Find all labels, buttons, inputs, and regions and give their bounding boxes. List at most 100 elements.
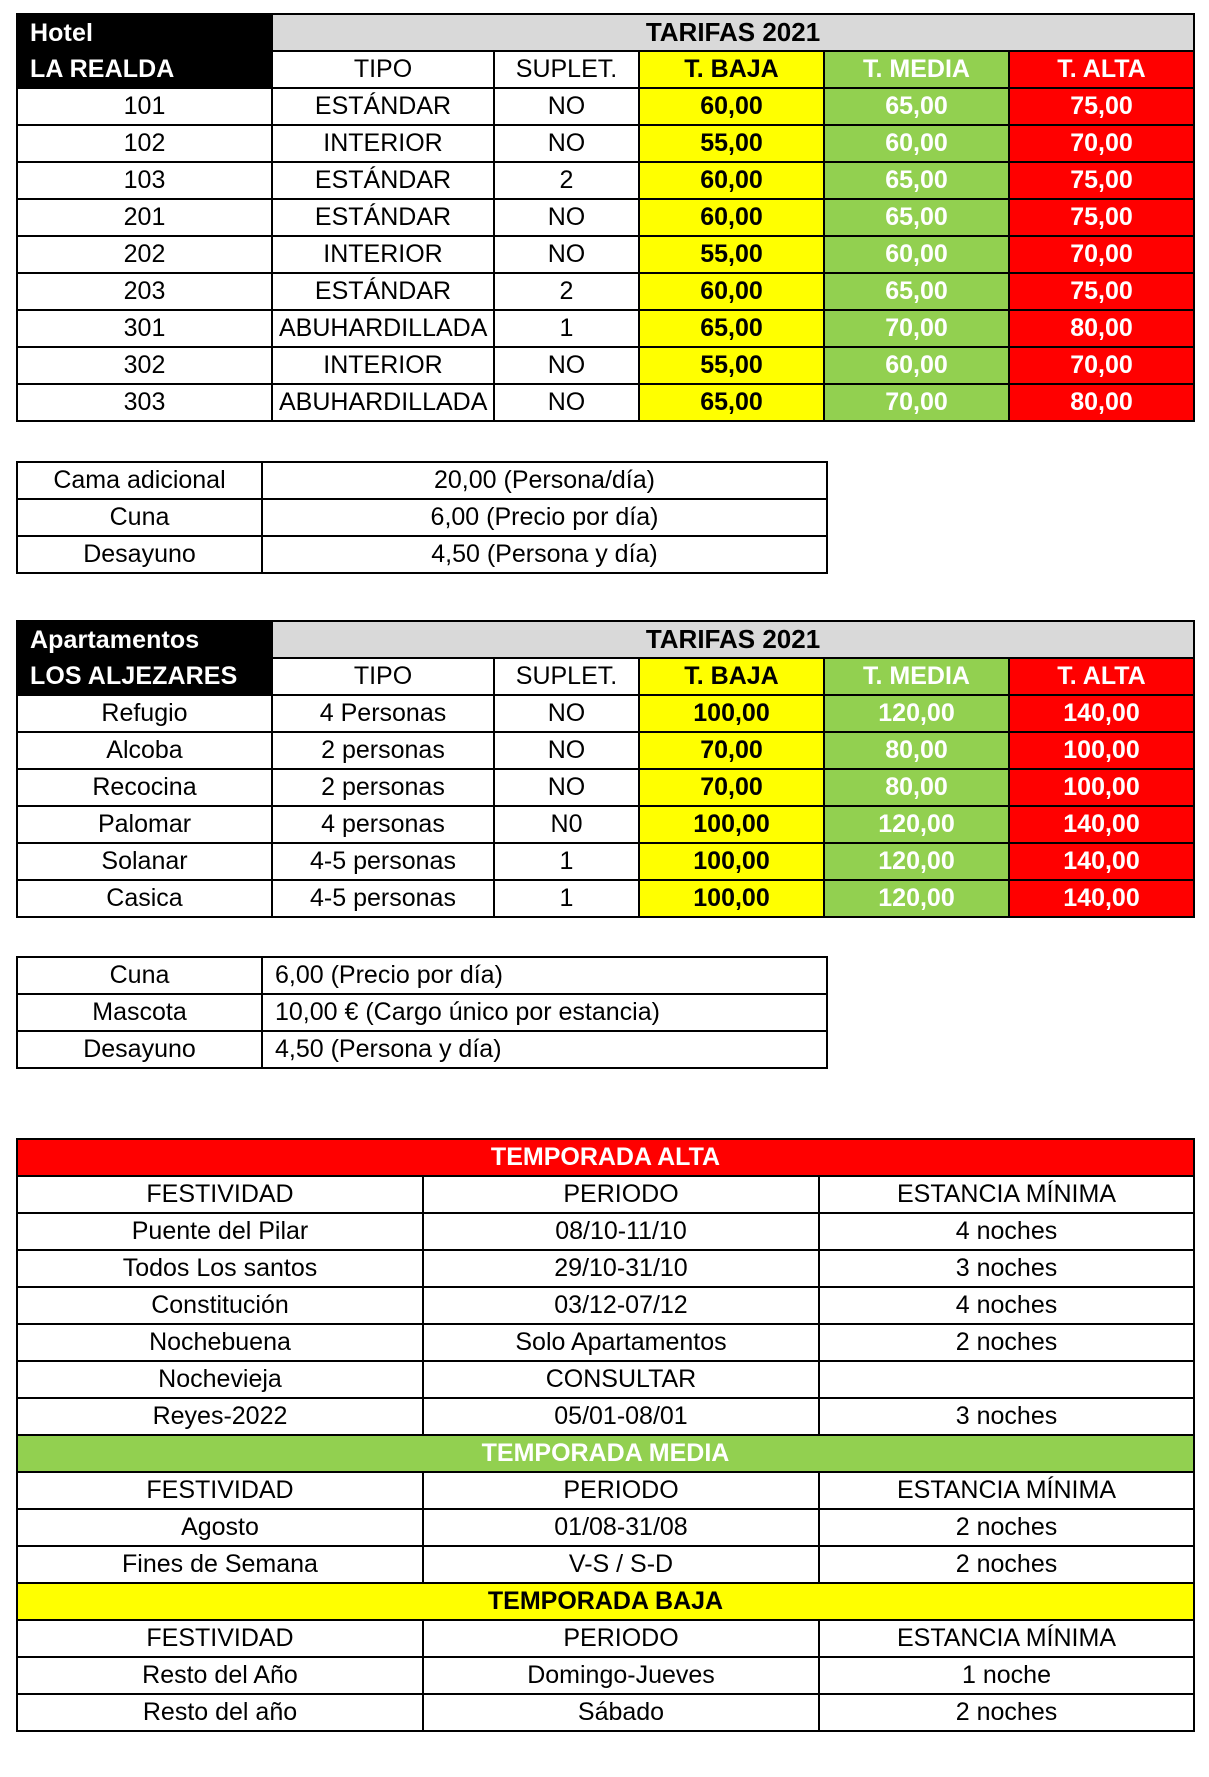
hotel-name-line1: Hotel: [16, 13, 273, 51]
apartment-suplet: NO: [493, 768, 640, 807]
column-header-periodo: PERIODO: [422, 1471, 820, 1510]
column-header-periodo: PERIODO: [422, 1619, 820, 1658]
periodo: 03/12-07/12: [422, 1286, 820, 1325]
price-t-media: 60,00: [823, 346, 1010, 385]
room-number: 303: [16, 383, 273, 422]
season-band-row: TEMPORADA MEDIA: [16, 1434, 1195, 1473]
room-tipo: INTERIOR: [271, 124, 495, 163]
festividad: Constitución: [16, 1286, 424, 1325]
price-t-baja: 60,00: [638, 87, 825, 126]
column-header-t-baja: T. BAJA: [638, 657, 825, 696]
periodo: Domingo-Jueves: [422, 1656, 820, 1695]
room-suplet: NO: [493, 235, 640, 274]
price-t-media: 120,00: [823, 842, 1010, 881]
price-t-media: 65,00: [823, 198, 1010, 237]
hotel-name-line2: LA REALDA: [16, 51, 273, 89]
apartments-name-line1: Apartamentos: [16, 620, 273, 658]
apartment-tipo: 2 personas: [271, 731, 495, 770]
price-t-alta: 140,00: [1008, 879, 1195, 918]
price-t-media: 65,00: [823, 87, 1010, 126]
table-row: 103 ESTÁNDAR 2 60,00 65,00 75,00: [16, 161, 1195, 200]
apartments-tarifas-title: TARIFAS 2021: [271, 620, 1195, 659]
periodo: 29/10-31/10: [422, 1249, 820, 1288]
column-header-t-alta: T. ALTA: [1008, 50, 1195, 89]
periodo: V-S / S-D: [422, 1545, 820, 1584]
price-t-media: 80,00: [823, 731, 1010, 770]
season-band-baja: TEMPORADA BAJA: [16, 1582, 1195, 1621]
table-column-header-row: FESTIVIDAD PERIODO ESTANCIA MÍNIMA: [16, 1471, 1195, 1510]
table-row: Recocina 2 personas NO 70,00 80,00 100,0…: [16, 768, 1195, 807]
table-row: Desayuno 4,50 (Persona y día): [16, 535, 828, 574]
room-tipo: ESTÁNDAR: [271, 87, 495, 126]
table-row: Resto del año Sábado 2 noches: [16, 1693, 1195, 1732]
apartment-suplet: NO: [493, 694, 640, 733]
price-t-media: 120,00: [823, 694, 1010, 733]
extra-value: 20,00 (Persona/día): [261, 461, 828, 500]
season-band-row: TEMPORADA ALTA: [16, 1138, 1195, 1177]
room-suplet: NO: [493, 346, 640, 385]
estancia-minima: 1 noche: [818, 1656, 1195, 1695]
season-band-media: TEMPORADA MEDIA: [16, 1434, 1195, 1473]
apartment-suplet: NO: [493, 731, 640, 770]
festividad: Agosto: [16, 1508, 424, 1547]
price-t-alta: 75,00: [1008, 272, 1195, 311]
periodo: CONSULTAR: [422, 1360, 820, 1399]
room-suplet: NO: [493, 198, 640, 237]
price-t-alta: 80,00: [1008, 383, 1195, 422]
season-band-alta: TEMPORADA ALTA: [16, 1138, 1195, 1177]
table-row: 203 ESTÁNDAR 2 60,00 65,00 75,00: [16, 272, 1195, 311]
apartment-suplet: 1: [493, 879, 640, 918]
table-row: Fines de Semana V-S / S-D 2 noches: [16, 1545, 1195, 1584]
apartment-name: Alcoba: [16, 731, 273, 770]
column-header-tipo: TIPO: [271, 50, 495, 89]
price-t-baja: 100,00: [638, 879, 825, 918]
extra-label: Desayuno: [16, 535, 263, 574]
apartments-extras-table: Cuna 6,00 (Precio por día) Mascota 10,00…: [16, 956, 828, 1069]
hotel-tarifas-title: TARIFAS 2021: [271, 13, 1195, 52]
apartment-name: Refugio: [16, 694, 273, 733]
room-suplet: 2: [493, 272, 640, 311]
price-t-media: 65,00: [823, 272, 1010, 311]
table-row: Cama adicional 20,00 (Persona/día): [16, 461, 828, 500]
festividad: Nochebuena: [16, 1323, 424, 1362]
room-number: 103: [16, 161, 273, 200]
price-t-media: 60,00: [823, 124, 1010, 163]
table-row: Desayuno 4,50 (Persona y día): [16, 1030, 828, 1069]
festividad: Nochevieja: [16, 1360, 424, 1399]
estancia-minima: 2 noches: [818, 1323, 1195, 1362]
column-header-suplet: SUPLET.: [493, 50, 640, 89]
column-header-festividad: FESTIVIDAD: [16, 1619, 424, 1658]
table-row: 102 INTERIOR NO 55,00 60,00 70,00: [16, 124, 1195, 163]
price-t-media: 120,00: [823, 879, 1010, 918]
estancia-minima: 3 noches: [818, 1397, 1195, 1436]
extra-label: Desayuno: [16, 1030, 263, 1069]
room-suplet: NO: [493, 383, 640, 422]
table-column-header-row: FESTIVIDAD PERIODO ESTANCIA MÍNIMA: [16, 1175, 1195, 1214]
apartment-name: Palomar: [16, 805, 273, 844]
price-t-alta: 75,00: [1008, 161, 1195, 200]
price-t-baja: 70,00: [638, 731, 825, 770]
price-t-baja: 100,00: [638, 842, 825, 881]
price-t-baja: 60,00: [638, 272, 825, 311]
table-row: Casica 4-5 personas 1 100,00 120,00 140,…: [16, 879, 1195, 918]
extra-label: Cama adicional: [16, 461, 263, 500]
extra-value: 10,00 € (Cargo único por estancia): [261, 993, 828, 1032]
estancia-minima: 2 noches: [818, 1693, 1195, 1732]
extra-value: 4,50 (Persona y día): [261, 535, 828, 574]
apartment-name: Casica: [16, 879, 273, 918]
tariff-sheet: Hotel TARIFAS 2021 LA REALDA TIPO SUPLET…: [16, 13, 1195, 1732]
column-header-t-media: T. MEDIA: [823, 50, 1010, 89]
price-t-baja: 60,00: [638, 198, 825, 237]
festividad: Puente del Pilar: [16, 1212, 424, 1251]
column-header-periodo: PERIODO: [422, 1175, 820, 1214]
periodo: 05/01-08/01: [422, 1397, 820, 1436]
hotel-extras-table: Cama adicional 20,00 (Persona/día) Cuna …: [16, 461, 828, 574]
seasons-table: TEMPORADA ALTA FESTIVIDAD PERIODO ESTANC…: [16, 1138, 1195, 1732]
extra-label: Cuna: [16, 498, 263, 537]
apartment-name: Recocina: [16, 768, 273, 807]
hotel-rates-table: Hotel TARIFAS 2021 LA REALDA TIPO SUPLET…: [16, 13, 1195, 422]
spacer: [16, 574, 1193, 620]
table-row: Mascota 10,00 € (Cargo único por estanci…: [16, 993, 828, 1032]
column-header-t-media: T. MEDIA: [823, 657, 1010, 696]
apartment-suplet: N0: [493, 805, 640, 844]
